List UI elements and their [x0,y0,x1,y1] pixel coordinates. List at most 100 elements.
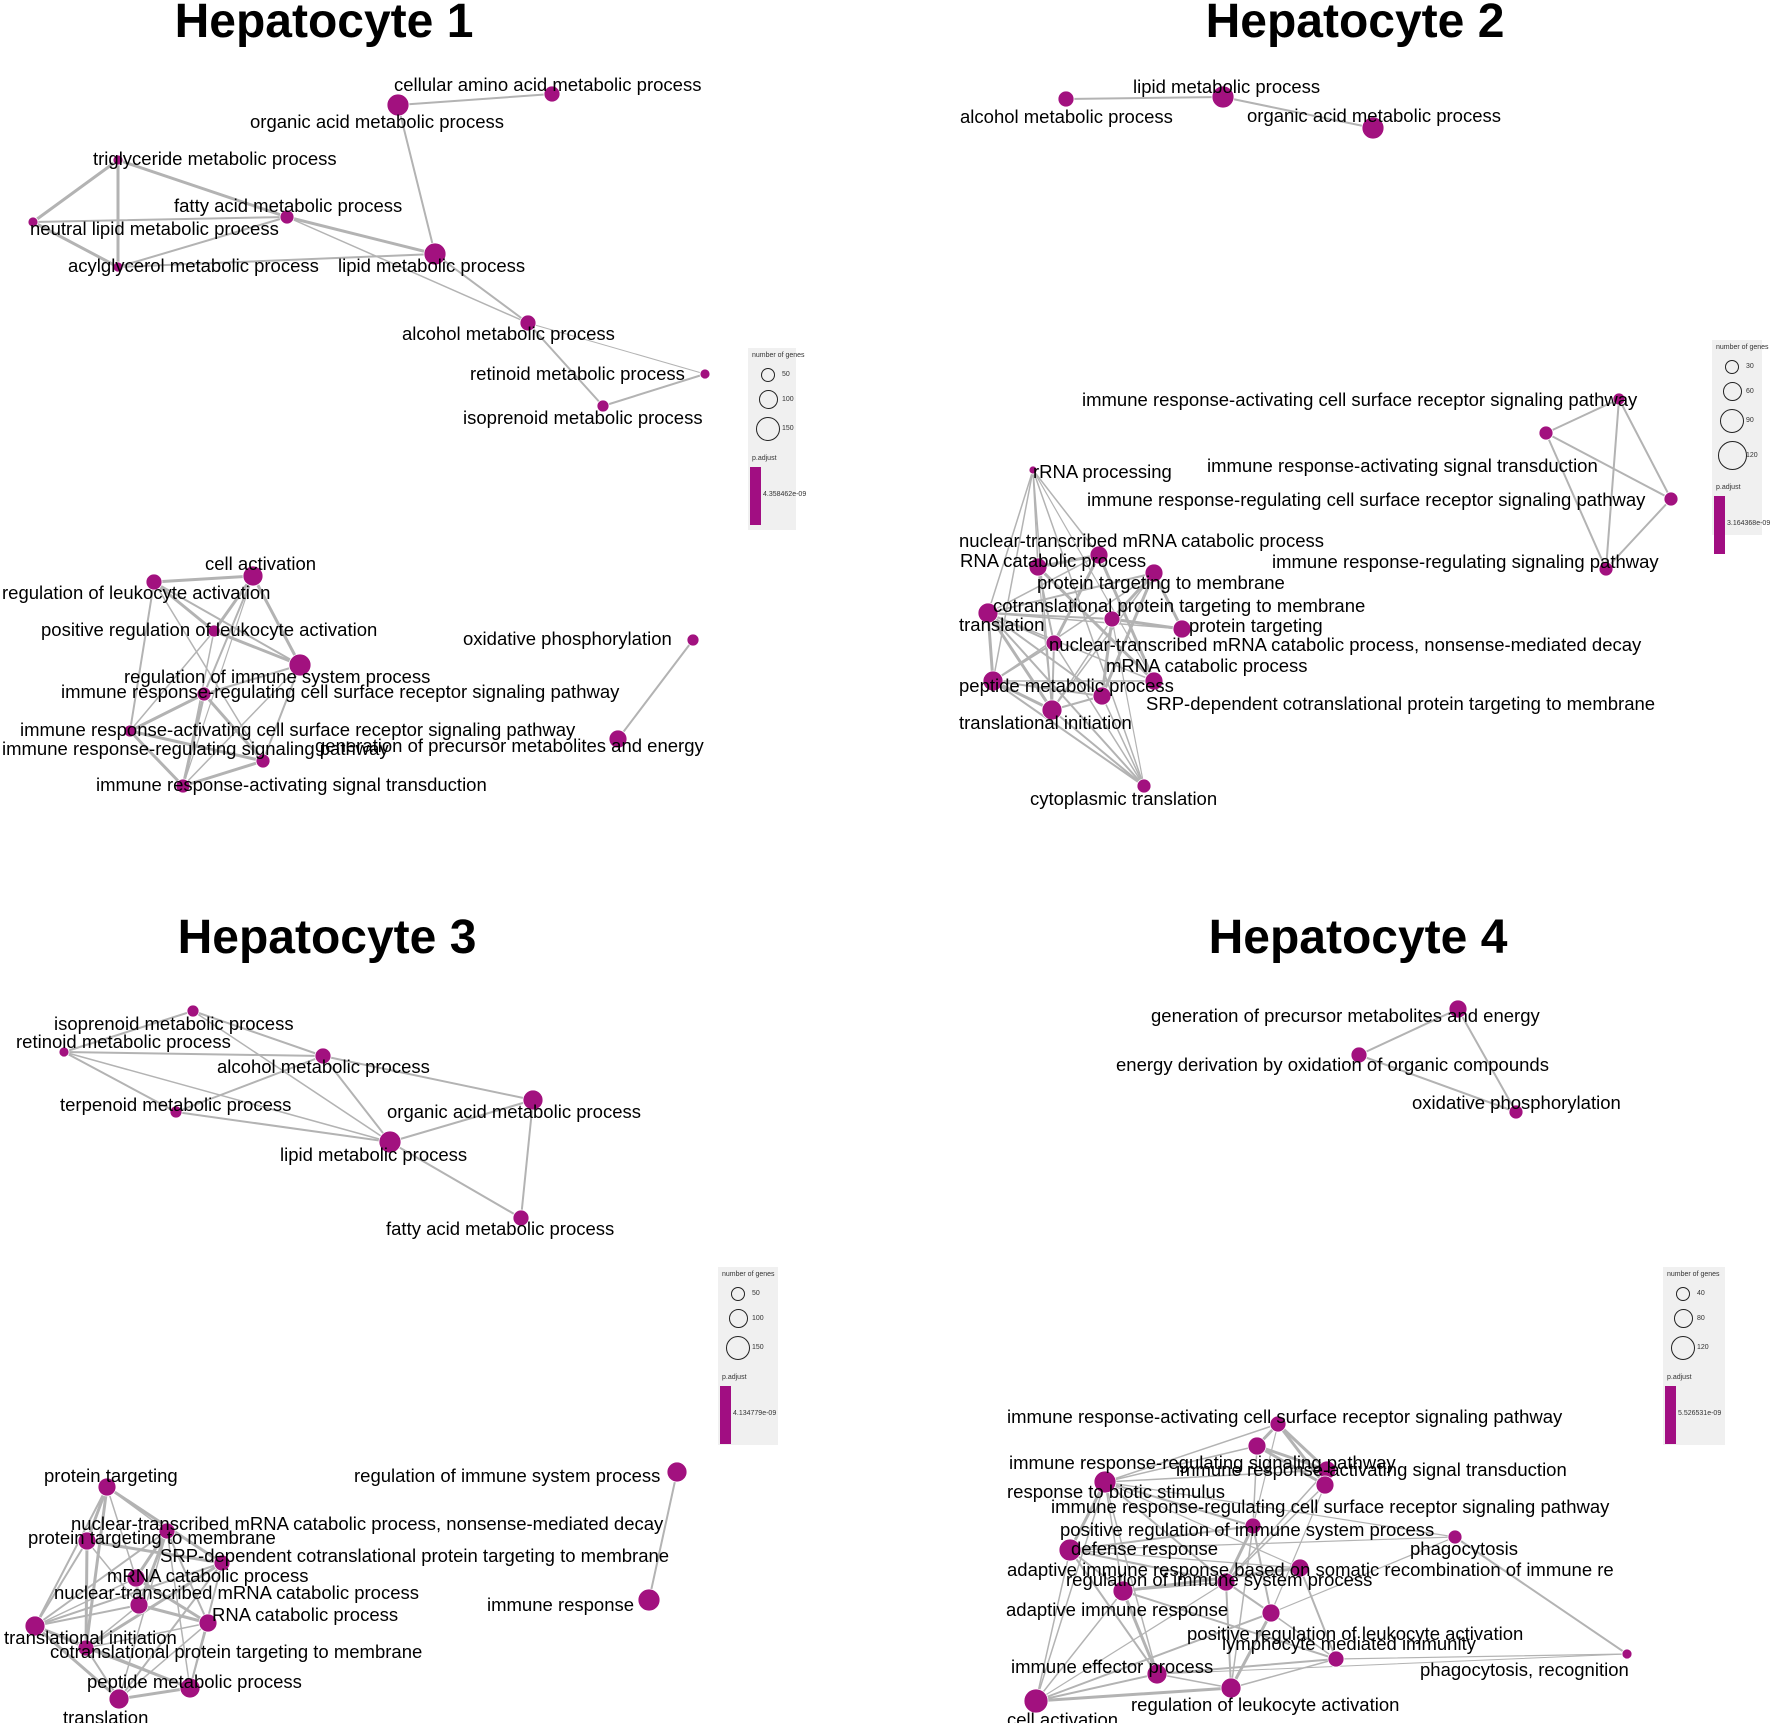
network-edge [63,1010,194,1053]
network-edge [192,1010,391,1143]
network-edge [1270,1484,1326,1614]
network-edge [527,322,604,407]
term-label: cotranslational protein targeting to mem… [993,595,1365,616]
network-edge [1605,398,1620,570]
term-label: cytoplasmic translation [1030,788,1217,809]
legend-size-value: 30 [1746,363,1754,370]
term-node [58,1046,70,1058]
legend-color-value: 5.526531e-09 [1678,1410,1722,1417]
term-node [608,729,628,749]
legend-size-circle [728,1309,748,1328]
network-edge [1104,1481,1227,1583]
term-label: immune response-activating cell surface … [1082,389,1638,410]
network-edge [134,1576,210,1625]
legend-color-bar [1665,1386,1676,1444]
network-edge [153,581,301,666]
term-node [543,85,561,103]
network-edge [397,104,436,255]
network-edge [1069,1525,1254,1551]
term-label: retinoid metabolic process [16,1031,231,1052]
network-edge [1276,1422,1329,1472]
network-edge [986,611,995,683]
term-node [1092,686,1112,706]
term-label: triglyceride metabolic process [93,148,337,169]
network-edge [189,1622,209,1689]
term-label: alcohol metabolic process [960,106,1173,127]
term-label: positive regulation of immune system pro… [1060,1519,1434,1540]
term-label: immune response-activating signal transd… [96,774,487,795]
network-edge [137,1603,210,1625]
network-edge [1122,1590,1337,1660]
network-edge [1358,1054,1517,1113]
term-label: translational initiation [959,712,1132,733]
term-label: protein targeting [44,1465,178,1486]
term-label: protein targeting to membrane [28,1527,276,1548]
term-label: acylglycerol metabolic process [68,255,319,276]
term-node [1220,1677,1242,1699]
network-edge [34,1486,108,1627]
term-label: phagocytosis [1410,1538,1518,1559]
network-edge [617,639,694,740]
legend-size-value: 50 [782,371,790,378]
term-label: peptide metabolic process [959,675,1174,696]
term-node [288,653,312,677]
term-node [1103,610,1121,628]
term-node [108,1688,130,1710]
term-label: adaptive immune response [1006,1599,1228,1620]
term-label: regulation of immune system process [354,1465,660,1486]
network-edge [986,611,1054,712]
network-edge [1122,1581,1227,1592]
term-label: retinoid metabolic process [470,363,685,384]
network-edge [33,1624,121,1701]
term-node [1089,545,1109,565]
term-label: mRNA catabolic process [1106,655,1308,676]
network-edge [128,729,185,788]
network-edge [1104,1481,1158,1675]
term-label: generation of precursor metabolites and … [315,735,704,756]
nodes-layer [24,85,1679,1714]
term-node [1350,1046,1368,1064]
network-edge [1545,432,1607,570]
term-label: immune response-regulating signaling pat… [2,738,389,759]
legend-size-circle [1725,360,1739,374]
legend-hepatocyte-4: number of genes 40 80 120 p.adjust 5.526531e-… [1663,1267,1725,1445]
term-label: lipid metabolic process [338,255,525,276]
network-edge [1252,1423,1279,1527]
term-node [1146,1663,1168,1685]
legend-size-circle [1671,1336,1695,1360]
term-label: cotranslational protein targeting to mem… [50,1641,422,1662]
term-label: RNA catabolic process [212,1604,398,1625]
network-edge [84,1485,109,1650]
network-edge [116,158,289,219]
term-node [386,93,410,117]
term-node [1508,1104,1524,1120]
term-label: translational initiation [4,1627,177,1648]
network-edge [1068,1480,1107,1552]
network-edge [34,1540,88,1627]
term-node [1136,778,1152,794]
network-edge [175,1055,324,1113]
term-label: organic acid metabolic process [1247,105,1501,126]
term-label: neutral lipid metabolic process [30,218,279,239]
network-edge [1457,1008,1517,1113]
network-edge [182,664,301,787]
network-edge [434,253,529,324]
legend-size-value: 90 [1746,417,1754,424]
term-node [637,1588,661,1612]
term-node [1290,1558,1310,1578]
network-edge [520,1099,534,1219]
term-label: nuclear-transcribed mRNA catabolic proce… [54,1582,419,1603]
network-edge [63,1051,324,1057]
network-edge [84,1561,224,1650]
network-edge [63,1051,391,1143]
network-edge [1618,398,1672,500]
network-edge [1051,572,1155,711]
network-edge [322,1055,534,1101]
network-edge [181,759,265,788]
network-edge [1032,469,1155,682]
term-label: regulation of immune system process [1066,1569,1372,1590]
term-label: immune response-regulating cell surface … [1051,1496,1610,1517]
network-edge [397,93,553,106]
network-edge [1101,695,1145,787]
term-node [1093,1470,1117,1494]
